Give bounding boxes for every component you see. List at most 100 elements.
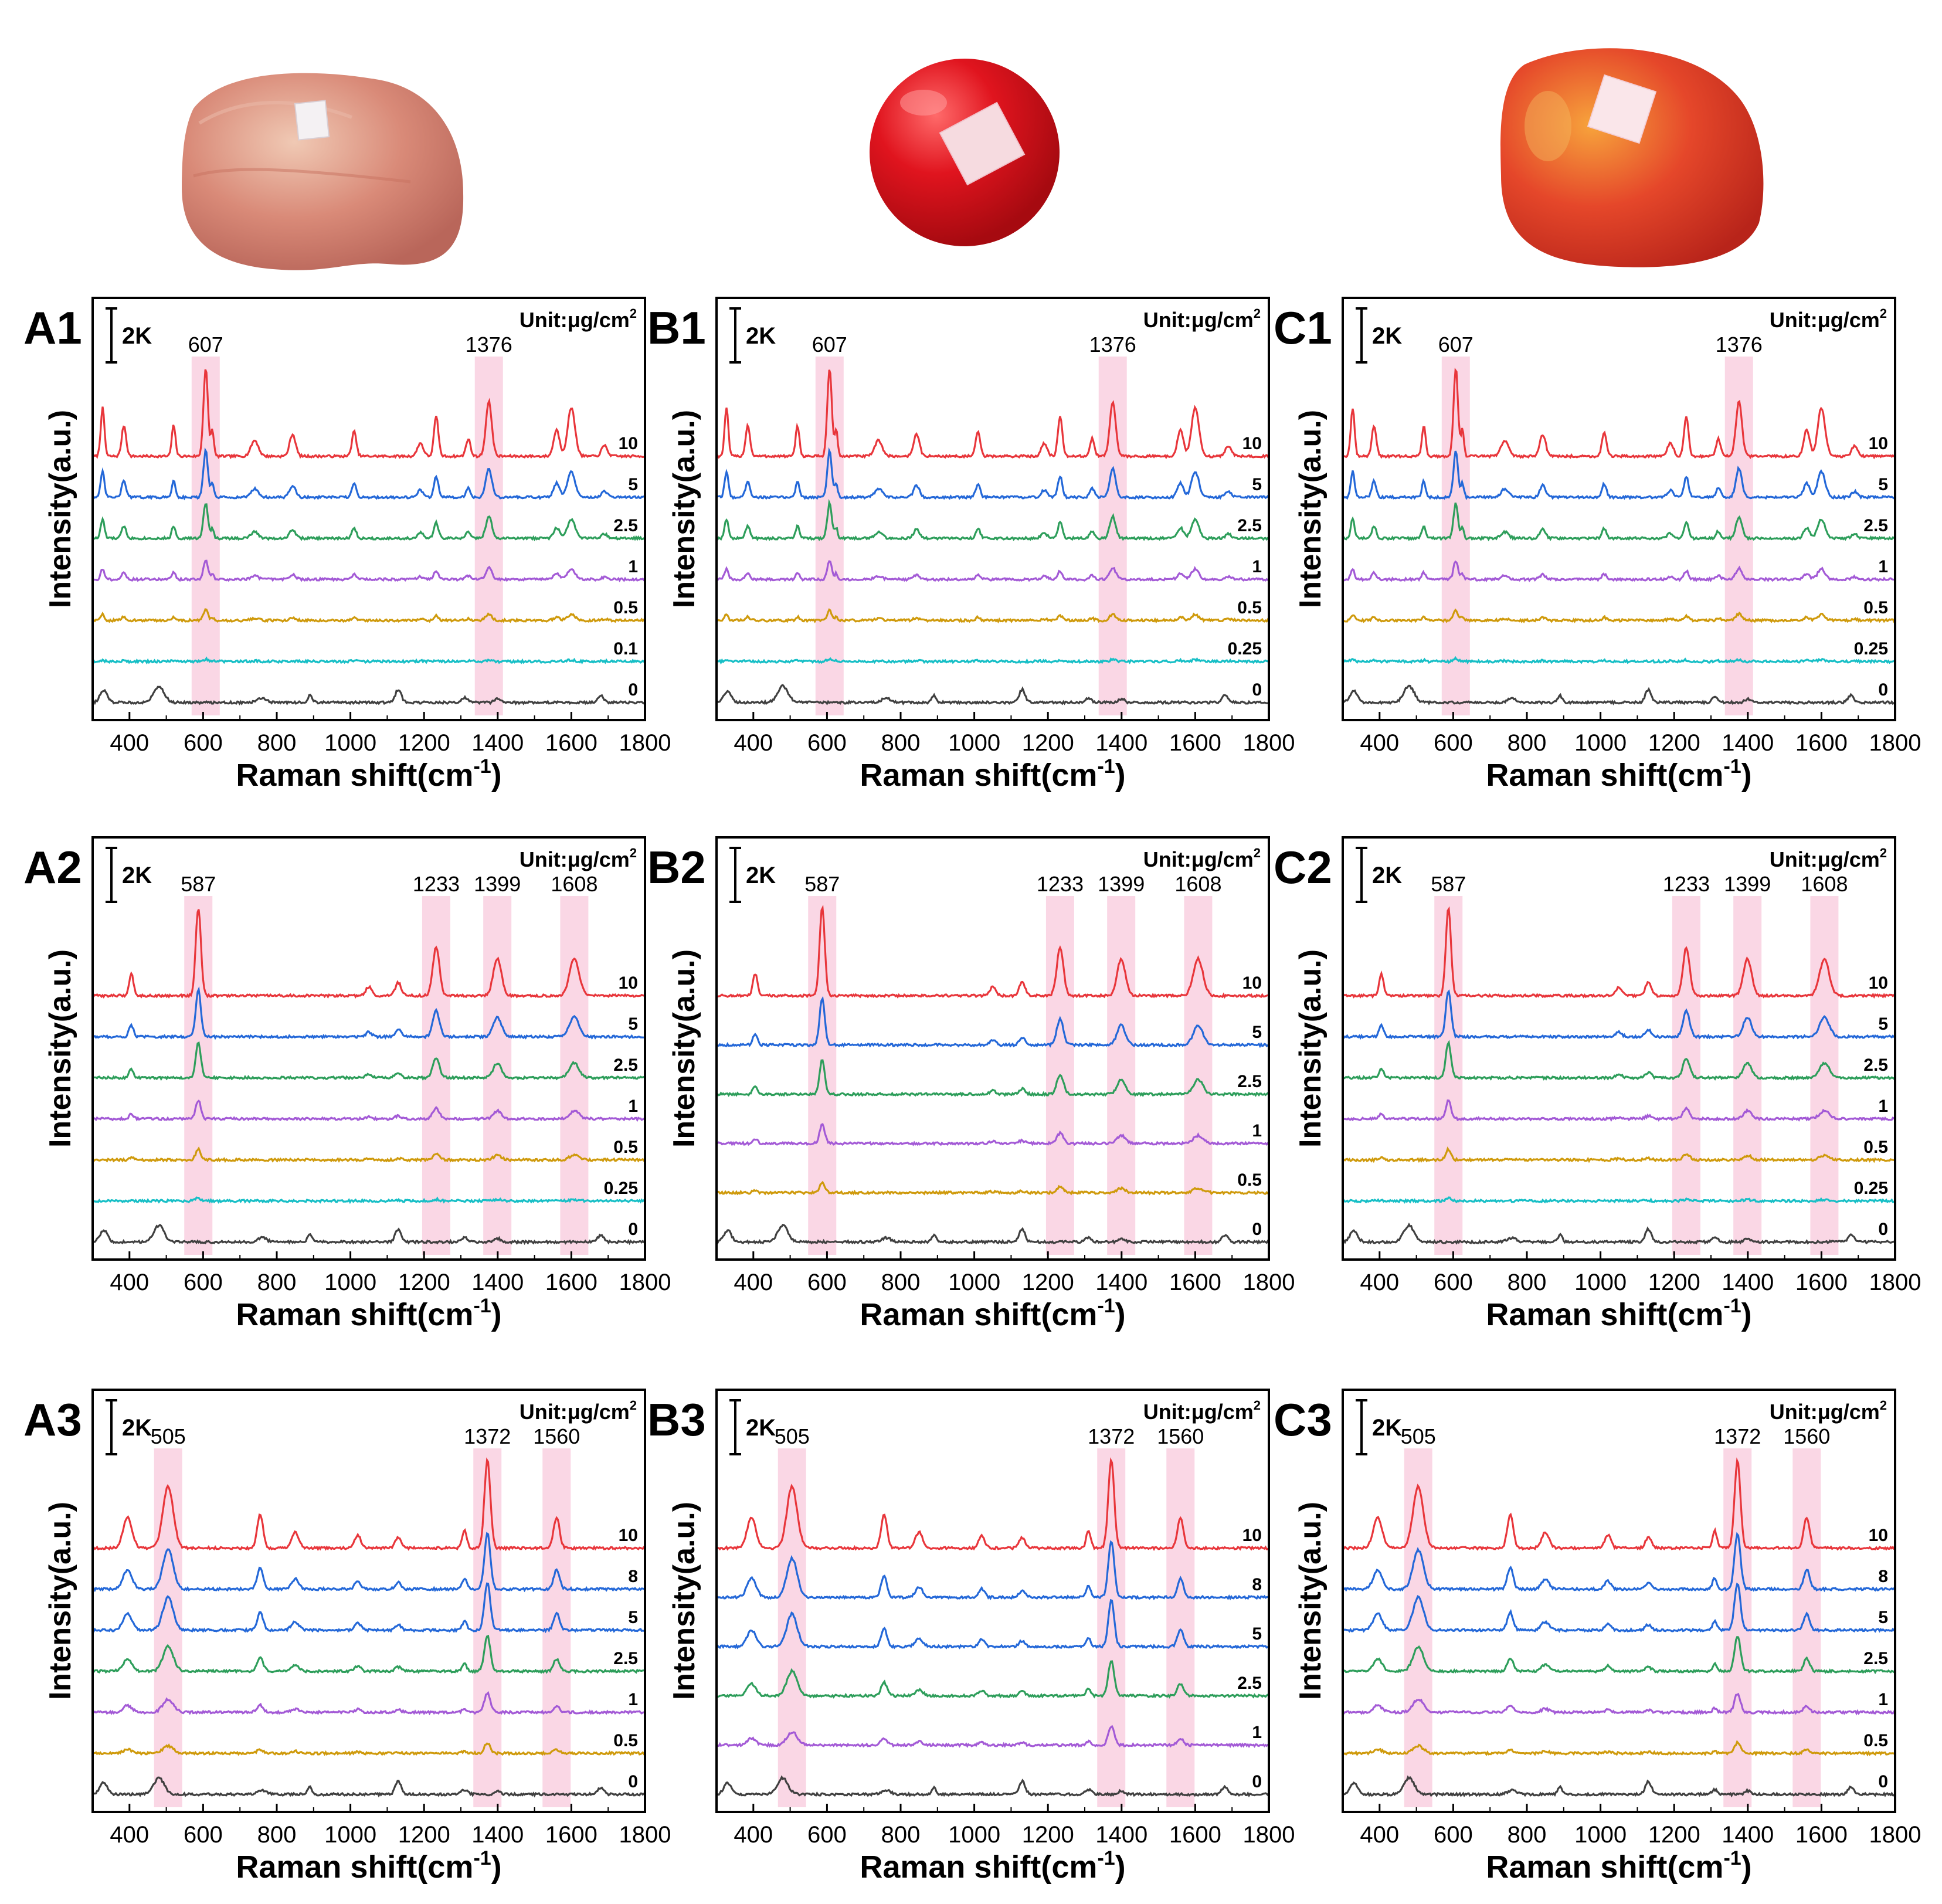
y-axis-title: Intensity(a.u.): [1293, 1502, 1328, 1700]
spectrum-line-2_5: [716, 1059, 1270, 1098]
unit-label: Unit:μg/cm2: [1770, 306, 1887, 332]
unit-label: Unit:μg/cm2: [1143, 306, 1261, 332]
plot-frame: [1342, 836, 1896, 1261]
spectrum-line-5: [1342, 450, 1896, 501]
peak-label: 1608: [1801, 872, 1848, 896]
unit-label: Unit:μg/cm2: [520, 846, 637, 871]
spectrum-line-2_5: [92, 1634, 646, 1675]
peak-highlight-band: [422, 896, 450, 1255]
concentration-label: 0.25: [1854, 1179, 1888, 1198]
spectrum-line-0_1: [91, 656, 646, 665]
unit-label: Unit:μg/cm2: [1143, 1398, 1261, 1424]
spectrum-line-1: [91, 1099, 646, 1122]
x-tick-label: 600: [807, 1822, 847, 1848]
concentration-label: 8: [1252, 1575, 1262, 1594]
x-tick-label: 1400: [1722, 1270, 1774, 1295]
concentration-label: 0: [628, 680, 638, 700]
x-axis-title: Raman shift(cm-1): [1486, 755, 1751, 793]
x-tick-label: 1400: [1722, 1822, 1774, 1848]
spectrum-line-1: [1342, 1692, 1896, 1716]
scale-bar-label: 2K: [122, 323, 152, 349]
peak-label: 1560: [1157, 1424, 1204, 1448]
x-axis-title: Raman shift(cm-1): [860, 755, 1125, 793]
x-axis-title: Raman shift(cm-1): [236, 755, 501, 793]
x-tick-label: 400: [1360, 1270, 1399, 1295]
unit-label: Unit:μg/cm2: [520, 1398, 637, 1424]
concentration-label: 5: [1878, 1608, 1888, 1627]
x-tick-label: 1400: [1095, 1270, 1147, 1295]
concentration-label: 1: [1878, 557, 1888, 576]
apple-photo-2: [1500, 48, 1764, 267]
concentration-label: 0.5: [1237, 1170, 1262, 1190]
x-axis-title: Raman shift(cm-1): [1486, 1295, 1751, 1332]
peak-label: 607: [812, 332, 847, 357]
peak-label: 1376: [466, 332, 512, 357]
peak-highlight-band: [1097, 1448, 1126, 1807]
x-tick-label: 800: [257, 1822, 297, 1848]
concentration-label: 5: [628, 475, 638, 494]
x-tick-label: 1600: [1795, 1270, 1848, 1295]
scale-bar-label: 2K: [122, 1415, 152, 1441]
chart-panel-C1: 607 1376 10 5 2.5 1 0.5 0.25 0 400 600 800 1000 1200 1…: [1274, 297, 1921, 793]
x-axis-title: Raman shift(cm-1): [236, 1847, 501, 1885]
spectrum-line-0_5: [92, 1742, 646, 1756]
scale-bar-label: 2K: [746, 323, 776, 349]
scale-bar-label: 2K: [1372, 323, 1402, 349]
x-tick-label: 400: [1360, 1822, 1399, 1848]
spectrum-line-0_25: [1342, 656, 1896, 665]
spectrum-line-2_5: [92, 1041, 646, 1081]
x-tick-label: 1000: [948, 1822, 1000, 1848]
peak-label: 607: [188, 332, 223, 357]
plot-frame: [91, 1389, 646, 1813]
concentration-label: 0: [1878, 680, 1888, 700]
spectrum-line-5: [1342, 1582, 1896, 1633]
concentration-label: 0: [1252, 1220, 1262, 1239]
concentration-label: 1: [1252, 1121, 1262, 1141]
concentration-label: 2.5: [613, 516, 638, 535]
unit-label: Unit:μg/cm2: [1770, 1398, 1887, 1424]
spectrum-line-10: [92, 909, 646, 999]
x-tick-label: 1800: [1869, 1270, 1921, 1295]
peak-label: 1608: [1174, 872, 1221, 896]
x-tick-label: 1800: [1243, 730, 1295, 756]
peak-label: 1233: [413, 872, 460, 896]
x-axis-title: Raman shift(cm-1): [860, 1847, 1125, 1885]
concentration-label: 0.5: [613, 1731, 638, 1750]
spectrum-line-5: [92, 447, 646, 501]
spectrum-line-0: [716, 1224, 1270, 1245]
concentration-label: 10: [619, 1526, 638, 1545]
x-tick-label: 1600: [545, 1822, 597, 1848]
x-tick-label: 800: [1508, 1822, 1547, 1848]
concentration-label: 2.5: [1237, 1674, 1262, 1693]
concentration-label: 1: [628, 557, 638, 576]
peak-highlight-band: [1098, 357, 1127, 715]
spectrum-line-0: [1342, 1222, 1896, 1245]
concentration-label: 10: [1242, 973, 1262, 993]
chart-panel-A1: 607 1376 10 5 2.5 1 0.5 0.1 0 400 600 800 1000 1200 14…: [23, 297, 671, 793]
peak-highlight-band: [542, 1448, 571, 1807]
spectrum-line-2_5: [1342, 1040, 1896, 1081]
peak-label: 1560: [533, 1424, 580, 1448]
peak-label: 1372: [464, 1424, 511, 1448]
scale-bar-label: 2K: [1372, 863, 1402, 888]
spectrum-line-1: [716, 1122, 1269, 1146]
x-tick-label: 600: [1434, 1270, 1473, 1295]
x-tick-label: 1400: [471, 730, 524, 756]
spectrum-line-0_25: [1342, 1196, 1896, 1204]
concentration-label: 0.5: [1863, 598, 1888, 617]
spectrum-line-5: [715, 447, 1270, 500]
spectrum-line-10: [1342, 1457, 1896, 1551]
x-tick-label: 1000: [1574, 1822, 1627, 1848]
x-tick-label: 600: [1434, 1822, 1473, 1848]
chart-panel-C2: 587 1233 1399 1608 10 5 2.5 1 0.5 0.25 0 400 600 800 1…: [1274, 836, 1921, 1332]
concentration-label: 0.5: [613, 598, 638, 617]
scale-bar-label: 2K: [1372, 1415, 1402, 1441]
x-tick-label: 1800: [1869, 730, 1921, 756]
scale-bar-label: 2K: [746, 863, 776, 888]
concentration-label: 8: [628, 1567, 638, 1586]
x-tick-label: 1400: [471, 1270, 524, 1295]
peak-label: 1560: [1783, 1424, 1830, 1448]
spectrum-line-1: [716, 1725, 1269, 1749]
x-axis-title: Raman shift(cm-1): [860, 1295, 1125, 1332]
x-tick-label: 1800: [1243, 1822, 1295, 1848]
